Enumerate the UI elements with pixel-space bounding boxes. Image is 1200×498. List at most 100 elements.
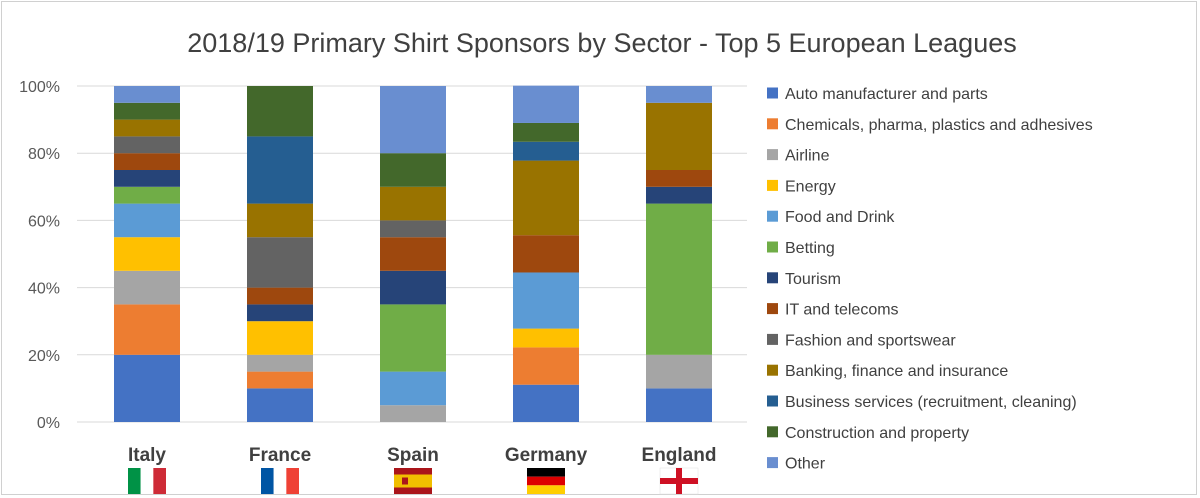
bar-segment: [114, 237, 180, 271]
legend-label: Construction and property: [785, 425, 969, 442]
italy-flag-icon: [128, 468, 166, 494]
category-label: Germany: [505, 445, 588, 466]
bar-segment: [646, 203, 712, 355]
bar-segment: [513, 272, 579, 329]
legend-label: Food and Drink: [785, 209, 895, 226]
legend-swatch: [767, 364, 778, 376]
legend-swatch: [767, 87, 778, 99]
legend-item: Fashion and sportswear: [767, 332, 956, 349]
legend-item: Chemicals, pharma, plastics and adhesive…: [767, 117, 1093, 134]
y-tick-label: 40%: [28, 281, 60, 298]
legend-item: Tourism: [767, 271, 841, 288]
bar-segment: [247, 203, 313, 238]
category-label: Italy: [128, 445, 166, 466]
legend-swatch: [767, 303, 778, 315]
bar-segment: [646, 86, 712, 103]
y-tick-label: 100%: [19, 79, 60, 96]
y-tick-label: 0%: [37, 415, 60, 432]
legend-swatch: [767, 457, 778, 469]
bar-segment: [513, 328, 579, 348]
legend-label: Tourism: [785, 271, 841, 288]
y-tick-label: 20%: [28, 348, 60, 365]
bar-segment: [380, 270, 446, 305]
legend-item: Betting: [767, 240, 835, 257]
country-flags: [128, 467, 699, 495]
bar-segment: [114, 304, 180, 355]
legend-label: Fashion and sportswear: [785, 332, 956, 349]
legend-item: IT and telecoms: [767, 302, 899, 319]
bar-segment: [380, 153, 446, 187]
bar-segment: [380, 86, 446, 154]
legend-item: Construction and property: [767, 425, 969, 442]
bar-segment: [247, 136, 313, 204]
chart-title: 2018/19 Primary Shirt Sponsors by Sector…: [187, 28, 1017, 58]
legend-item: Food and Drink: [767, 209, 895, 226]
bar-segment: [114, 102, 180, 120]
bar-segment: [380, 237, 446, 271]
bar-segment: [114, 153, 180, 170]
bar-segment: [380, 220, 446, 238]
bar-segment: [513, 384, 579, 422]
category-label: France: [249, 445, 311, 466]
y-axis-ticks: 0% 20% 40% 60% 80% 100%: [19, 79, 60, 432]
bar-segment: [513, 122, 579, 142]
category-label: England: [642, 445, 717, 466]
legend-item: Airline: [767, 148, 830, 165]
bar-segment: [646, 170, 712, 187]
legend-label: Auto manufacturer and parts: [785, 86, 988, 103]
legend-swatch: [767, 395, 778, 407]
legend-label: Chemicals, pharma, plastics and adhesive…: [785, 117, 1093, 134]
bar-segment: [380, 405, 446, 422]
bar-segment: [247, 321, 313, 355]
bar-segment: [646, 354, 712, 389]
bars: [114, 85, 712, 422]
spain-flag-icon: [394, 468, 432, 494]
bar-segment: [114, 354, 180, 422]
legend-label: Airline: [785, 148, 830, 165]
bar-segment: [646, 186, 712, 204]
bar-segment: [513, 85, 579, 123]
legend-swatch: [767, 333, 778, 345]
legend-label: Betting: [785, 240, 835, 257]
bar-segment: [114, 170, 180, 187]
category-label: Spain: [387, 445, 439, 466]
bar-segment: [247, 304, 313, 322]
bar-segment: [247, 354, 313, 372]
legend-swatch: [767, 210, 778, 222]
legend-item: Auto manufacturer and parts: [767, 86, 988, 103]
legend-label: Banking, finance and insurance: [785, 363, 1008, 380]
bar-segment: [380, 371, 446, 406]
bar-segment: [114, 86, 180, 103]
bar-segment: [513, 160, 579, 236]
bar-segment: [247, 237, 313, 288]
bar-segment: [247, 86, 313, 137]
germany-flag-icon: [527, 468, 565, 494]
legend-label: Other: [785, 456, 826, 473]
legend-item: Other: [767, 456, 826, 473]
legend-label: Business services (recruitment, cleaning…: [785, 394, 1077, 411]
legend-item: Business services (recruitment, cleaning…: [767, 394, 1077, 411]
bar-segment: [380, 304, 446, 372]
bar-segment: [114, 119, 180, 137]
bar-segment: [513, 235, 579, 273]
france-flag-icon: [261, 468, 299, 494]
y-tick-label: 80%: [28, 146, 60, 163]
legend-label: Energy: [785, 178, 836, 195]
bar-segment: [513, 347, 579, 385]
legend: Auto manufacturer and parts Chemicals, ph…: [767, 86, 1093, 473]
legend-swatch: [767, 118, 778, 130]
legend-label: IT and telecoms: [785, 302, 899, 319]
england-flag-icon: [659, 467, 699, 495]
x-axis-categories: Italy France Spain Germany England: [128, 445, 716, 466]
bar-segment: [114, 203, 180, 238]
bar-segment: [380, 186, 446, 221]
legend-swatch: [767, 149, 778, 161]
legend-swatch: [767, 241, 778, 253]
legend-swatch: [767, 272, 778, 284]
legend-swatch: [767, 426, 778, 438]
bar-segment: [114, 270, 180, 305]
bar-segment: [513, 141, 579, 161]
bar-segment: [247, 388, 313, 422]
